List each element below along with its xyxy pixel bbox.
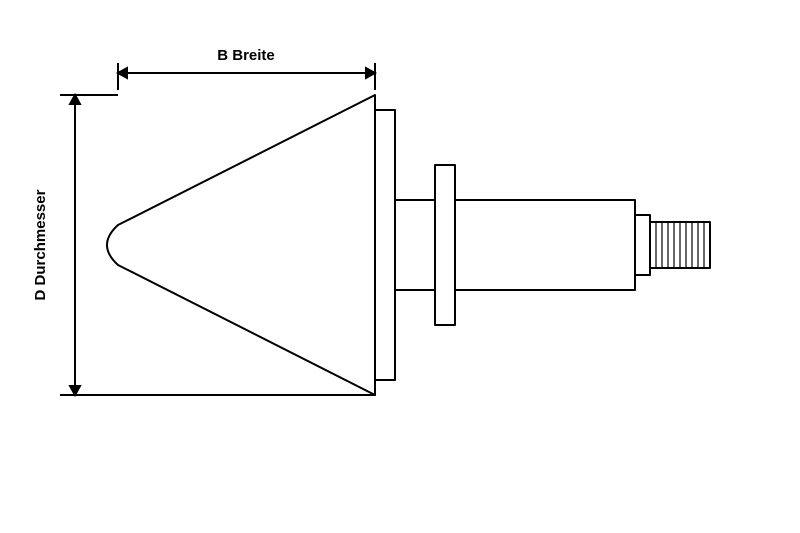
cone-rim (375, 110, 395, 380)
mechanical-part (107, 95, 710, 395)
flange (435, 165, 455, 325)
shaft-section-1 (395, 200, 435, 290)
dimension-width-label: B Breite (217, 47, 275, 64)
shaft-step (635, 215, 650, 275)
dimension-diameter: D Durchmesser (32, 95, 375, 395)
dimension-width: B Breite (118, 47, 375, 90)
cone-body (107, 95, 375, 395)
dimension-diameter-label: D Durchmesser (32, 189, 49, 300)
thread-hatching (650, 222, 710, 268)
shaft-section-2 (455, 200, 635, 290)
